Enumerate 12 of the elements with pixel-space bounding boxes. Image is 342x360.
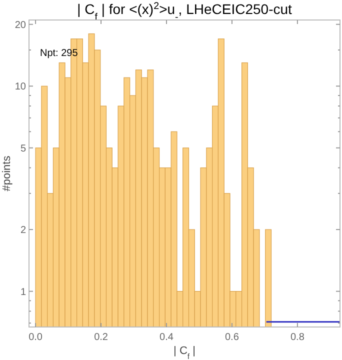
x-tick-label: 0.6 [225,332,240,343]
x-tick-label: 0.0 [28,332,43,343]
y-tick-label: 20 [14,20,26,31]
x-tick-label: 0.8 [290,332,305,343]
y-tick-label: 2 [20,225,26,236]
y-tick-label: 1 [20,286,26,298]
x-axis-title: | C$_{f}$ | [174,345,196,360]
y-tick-label: 5 [20,143,26,154]
y-tick-label: 10 [14,82,26,93]
x-tick-label: 0.4 [160,332,174,343]
y-axis-title: #points [1,155,13,192]
x-tick-label: 0.2 [94,332,108,343]
